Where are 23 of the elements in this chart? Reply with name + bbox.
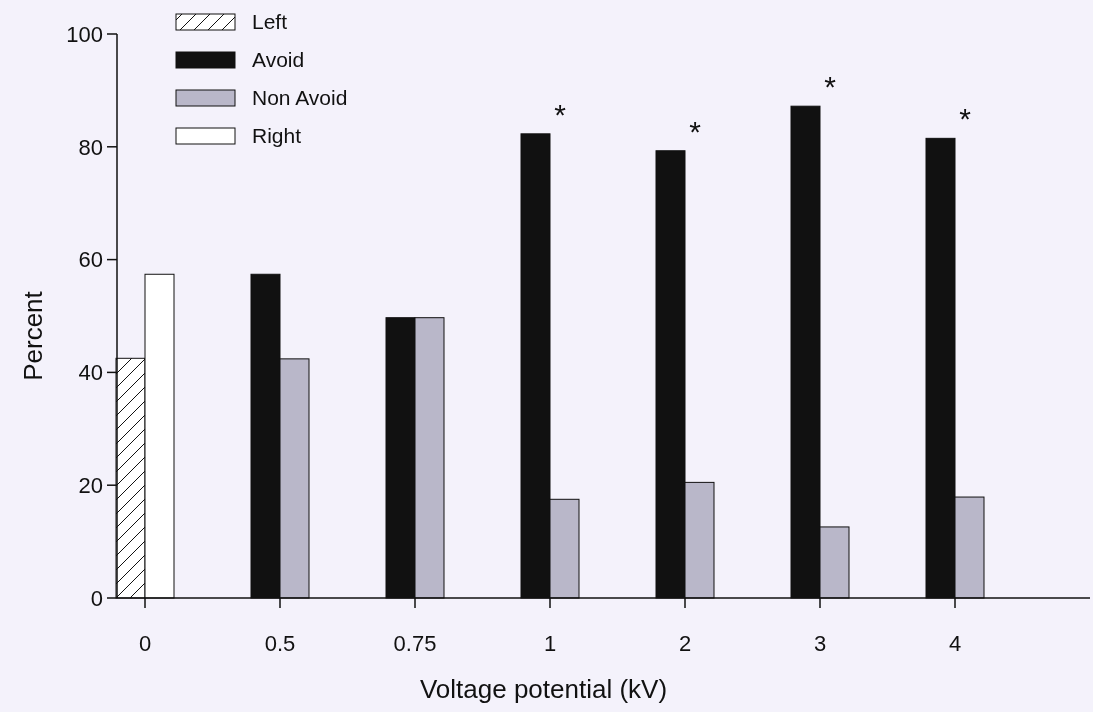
x-tick-label: 3 — [813, 631, 827, 656]
legend-label: Non Avoid — [252, 86, 348, 110]
legend-label: Left — [252, 10, 288, 34]
annotation: * — [554, 97, 567, 131]
y-tick-label: 0 — [90, 585, 103, 611]
x-tick-label: 0.5 — [264, 631, 296, 656]
x-tick-label: 2 — [678, 631, 692, 656]
annotation: * — [689, 114, 702, 148]
x-tick-label: 4 — [948, 631, 962, 656]
y-tick-label: 60 — [78, 247, 103, 273]
annotation: * — [824, 70, 837, 104]
y-tick-label: 40 — [78, 360, 103, 386]
x-tick-label: 0.75 — [393, 631, 437, 656]
x-tick-label: 1 — [543, 631, 557, 656]
legend-label: Right — [252, 124, 302, 148]
y-axis-title: Percent — [18, 290, 48, 381]
legend-label: Avoid — [252, 48, 305, 72]
annotation: * — [959, 102, 972, 136]
x-axis-title: Voltage potential (kV) — [419, 674, 668, 704]
y-tick-label: 80 — [78, 134, 103, 160]
y-tick-label: 100 — [66, 21, 103, 47]
y-tick-label: 20 — [78, 472, 103, 498]
x-tick-label: 0 — [138, 631, 152, 656]
